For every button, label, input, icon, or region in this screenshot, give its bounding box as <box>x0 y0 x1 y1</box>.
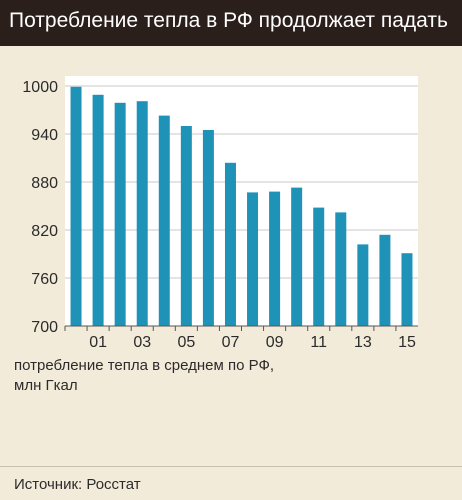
caption-line-1: потребление тепла в среднем по РФ, <box>14 357 275 374</box>
y-tick-label: 700 <box>31 319 58 336</box>
bar-2012 <box>335 212 347 326</box>
y-tick-label: 880 <box>31 175 58 192</box>
chart-area: 700 760 820 880 940 1000 01 03 05 07 09 11 13 15 <box>22 76 418 351</box>
bar-2002 <box>114 102 126 326</box>
bar-2004 <box>158 115 170 326</box>
x-tick-label: 09 <box>266 334 284 351</box>
x-tick-label: 01 <box>89 334 107 351</box>
bar-2010 <box>291 187 303 326</box>
x-tick-label: 05 <box>177 334 195 351</box>
y-tick-label: 820 <box>31 223 58 240</box>
x-tick-label: 07 <box>222 334 240 351</box>
chart-title: Потребление тепла в РФ продолжает падать <box>0 0 462 46</box>
divider <box>0 466 462 467</box>
bar-2007 <box>224 162 236 326</box>
x-tick-label: 11 <box>310 334 327 351</box>
chart-caption: потребление тепла в среднем по РФ, млн Г… <box>14 356 334 396</box>
bars <box>70 86 413 326</box>
bar-2013 <box>357 244 369 326</box>
x-tick-label: 13 <box>354 334 372 351</box>
x-tick-label: 03 <box>133 334 151 351</box>
y-tick-label: 940 <box>31 127 58 144</box>
x-axis-tick-labels: 01 03 05 07 09 11 13 15 <box>64 326 416 351</box>
source-note: Источник: Росстат <box>14 476 141 493</box>
caption-line-2: млн Гкал <box>14 377 78 394</box>
bar-2015 <box>401 253 413 326</box>
bar-2001 <box>92 94 104 326</box>
bar-2003 <box>136 101 148 326</box>
bar-2011 <box>313 207 325 326</box>
bar-2000 <box>70 86 82 326</box>
bar-2008 <box>247 192 259 326</box>
x-tick-label: 15 <box>398 334 416 351</box>
y-tick-label: 760 <box>31 271 58 288</box>
bar-2014 <box>379 234 391 326</box>
bar-2009 <box>269 191 281 326</box>
bar-2006 <box>202 130 214 326</box>
bar-2005 <box>180 126 192 326</box>
y-tick-label: 1000 <box>22 79 58 96</box>
y-axis-tick-labels: 700 760 820 880 940 1000 <box>22 79 58 336</box>
